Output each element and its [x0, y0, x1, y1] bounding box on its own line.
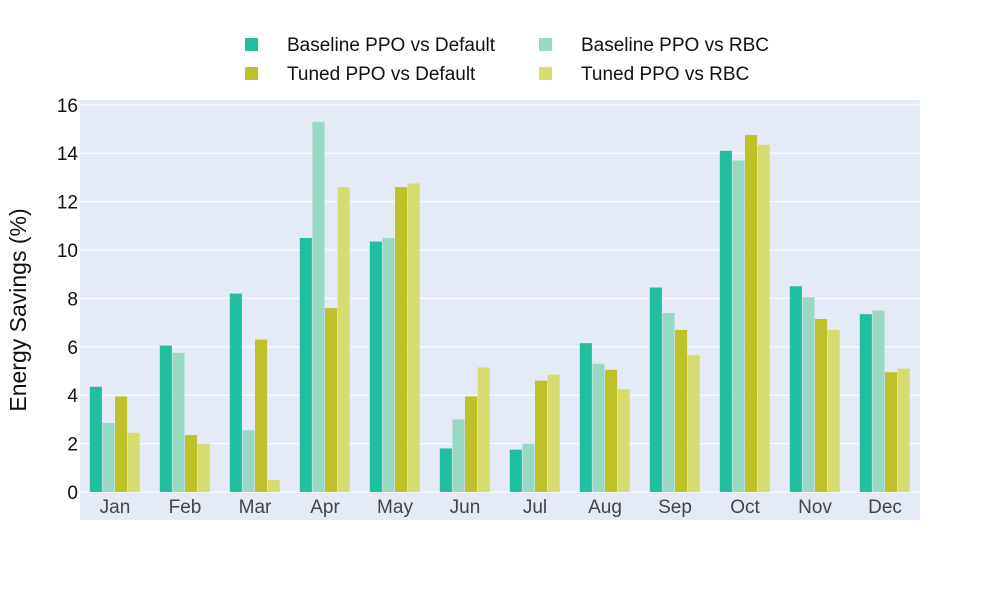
x-tick-label: Dec	[868, 497, 902, 518]
bar	[897, 368, 910, 492]
bar	[859, 314, 872, 492]
gridlines	[80, 104, 920, 493]
y-tick-label: 14	[57, 144, 79, 165]
legend-swatch	[539, 67, 552, 80]
y-tick-label: 2	[67, 435, 78, 456]
bar	[395, 187, 408, 492]
legend-label: Baseline PPO vs RBC	[581, 35, 769, 56]
x-tick-label: Aug	[588, 497, 622, 518]
bar	[267, 479, 280, 492]
y-tick-label: 6	[67, 338, 78, 359]
x-tick-label: Mar	[239, 497, 272, 518]
x-axis-ticks: Jan Feb Mar Apr May Jun Jul Aug Sep Oct Nov Dec	[100, 497, 902, 518]
bar	[687, 355, 700, 492]
bar	[197, 443, 210, 492]
legend-item[interactable]: Tuned PPO vs Default	[245, 64, 476, 85]
bar	[579, 343, 592, 492]
bar	[465, 396, 478, 492]
x-tick-label: Sep	[658, 497, 692, 518]
bar	[172, 352, 185, 492]
bar	[535, 380, 548, 492]
bar	[255, 339, 268, 492]
y-tick-label: 8	[67, 289, 78, 310]
legend-swatch	[539, 38, 552, 51]
x-tick-label: Apr	[310, 497, 340, 518]
bar	[522, 443, 535, 492]
bar	[127, 432, 140, 492]
bar	[662, 312, 675, 492]
y-tick-label: 4	[67, 386, 78, 407]
bar	[115, 396, 128, 492]
legend-item[interactable]: Baseline PPO vs Default	[245, 35, 496, 56]
bar	[439, 448, 452, 492]
legend-label: Baseline PPO vs Default	[287, 35, 496, 56]
legend-label: Tuned PPO vs RBC	[581, 64, 749, 85]
bar	[369, 241, 382, 492]
bar	[547, 374, 560, 492]
bar	[102, 423, 115, 492]
x-tick-label: Oct	[730, 497, 760, 518]
bar	[337, 187, 350, 492]
y-tick-label: 0	[67, 483, 78, 504]
legend-item[interactable]: Baseline PPO vs RBC	[539, 35, 769, 56]
bar	[605, 369, 618, 492]
plot-area	[80, 100, 920, 520]
bar	[325, 308, 338, 492]
bar	[382, 237, 395, 492]
bars	[89, 121, 910, 493]
bar	[885, 372, 898, 492]
bar	[732, 160, 745, 492]
bar	[159, 345, 172, 492]
bar	[827, 329, 840, 492]
bar	[299, 237, 312, 492]
bar	[477, 367, 490, 492]
legend-swatch	[245, 67, 258, 80]
bar	[229, 293, 242, 492]
bar	[872, 310, 885, 492]
y-axis-label: Energy Savings (%)	[5, 208, 31, 411]
bar	[242, 430, 255, 492]
bar	[802, 297, 815, 492]
legend-swatch	[245, 38, 258, 51]
x-tick-label: Nov	[798, 497, 832, 518]
bar	[592, 363, 605, 492]
x-tick-label: Jan	[100, 497, 131, 518]
bar	[89, 386, 102, 492]
y-axis-ticks: 0 2 4 6 8 10 12 14 16	[57, 96, 79, 504]
bar	[815, 318, 828, 492]
x-tick-label: Feb	[169, 497, 202, 518]
legend: Baseline PPO vs Default Baseline PPO vs R…	[245, 35, 769, 85]
x-tick-label: Jun	[450, 497, 481, 518]
bar	[509, 449, 522, 492]
y-tick-label: 16	[57, 96, 78, 117]
x-tick-label: Jul	[523, 497, 547, 518]
bar	[312, 121, 325, 493]
bar	[617, 389, 630, 492]
bar	[789, 286, 802, 492]
y-tick-label: 12	[57, 193, 78, 214]
bar	[745, 135, 758, 492]
bar	[649, 287, 662, 492]
bar	[452, 419, 465, 492]
bar	[675, 329, 688, 492]
x-tick-label: May	[377, 497, 413, 518]
bar	[185, 435, 198, 492]
legend-label: Tuned PPO vs Default	[287, 64, 476, 85]
legend-item[interactable]: Tuned PPO vs RBC	[539, 64, 749, 85]
bar	[407, 183, 420, 492]
bar	[719, 150, 732, 492]
y-tick-label: 10	[57, 241, 78, 262]
bar	[757, 144, 770, 492]
